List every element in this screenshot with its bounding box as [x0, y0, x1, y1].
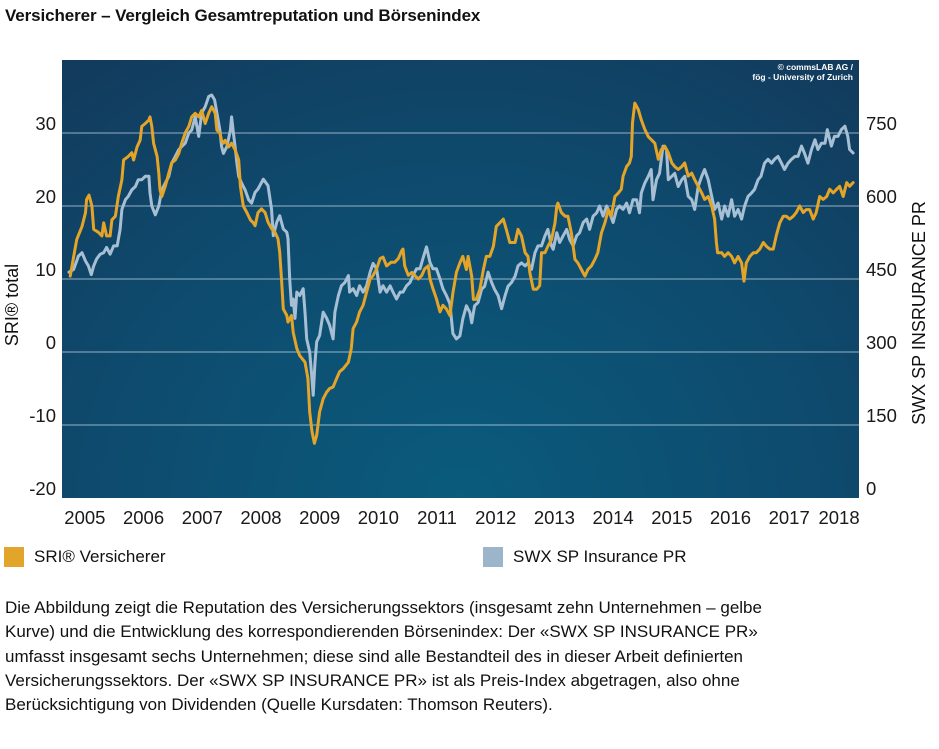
legend-label-sri: SRI® Versicherer: [34, 547, 166, 566]
copyright-line-1: © commsLAB AG /: [778, 62, 854, 72]
right-tick-label: 600: [866, 186, 897, 207]
legend-swatch-swx: [483, 547, 503, 567]
legend-label-swx: SWX SP Insurance PR: [513, 547, 687, 566]
legend-item-swx: SWX SP Insurance PR: [483, 546, 687, 568]
caption-line: Die Abbildung zeigt die Reputation des V…: [5, 598, 762, 617]
figure-caption: Die Abbildung zeigt die Reputation des V…: [5, 596, 762, 717]
x-tick-label: 2017: [769, 507, 810, 528]
x-tick-label: 2011: [417, 507, 457, 528]
x-tick-label: 2016: [710, 507, 751, 528]
x-tick-label: 2005: [64, 507, 105, 528]
x-tick-label: 2009: [299, 507, 340, 528]
right-axis-ticks: 0 150 300 450 600 750: [866, 113, 897, 499]
right-tick-label: 300: [866, 332, 897, 353]
caption-line: Kurve) und die Entwicklung des korrespon…: [5, 622, 758, 642]
left-axis-ticks: -20 -10 0 10 20 30: [29, 113, 56, 499]
x-tick-label: 2014: [593, 507, 634, 528]
left-axis-title: SRI® total: [2, 264, 22, 346]
x-tick-label: 2015: [651, 507, 692, 528]
x-tick-label: 2013: [534, 507, 575, 528]
caption-line: Versicherungssektors. Der «SWX SP INSURA…: [5, 670, 740, 690]
right-tick-label: 0: [866, 478, 876, 499]
caption-line: umfasst insgesamt sechs Unternehmen; die…: [5, 646, 744, 666]
series-line-sri: [68, 101, 855, 445]
left-tick-label: 30: [35, 113, 56, 134]
right-axis-title: SWX SP INSRURANCE PR: [909, 201, 929, 425]
x-tick-label: 2007: [182, 507, 223, 528]
caption-line: Berücksichtigung von Dividenden (Quelle …: [5, 695, 553, 715]
left-tick-label: 0: [46, 332, 56, 353]
series-line-swx: [67, 93, 855, 397]
x-tick-label: 2012: [475, 507, 516, 528]
x-axis-ticks: 2005 2006 2007 2008 2009 2010 2011 2012 2013 2014…: [64, 507, 859, 528]
legend-item-sri: SRI® Versicherer: [4, 546, 166, 568]
legend-swatch-sri: [4, 547, 24, 567]
x-tick-label: 2008: [240, 507, 281, 528]
copyright-line-2: fög - University of Zurich: [752, 72, 853, 82]
right-tick-label: 450: [866, 259, 897, 280]
right-tick-label: 750: [866, 113, 897, 134]
x-tick-label: 2006: [123, 507, 164, 528]
series-layer: [67, 93, 855, 445]
left-tick-label: -20: [29, 478, 56, 499]
x-tick-label: 2018: [818, 507, 859, 528]
left-tick-label: -10: [29, 405, 56, 426]
left-tick-label: 10: [35, 259, 56, 280]
chart-title: Versicherer – Vergleich Gesamtreputation…: [5, 6, 481, 25]
left-tick-label: 20: [35, 186, 56, 207]
legend: SRI® Versicherer SWX SP Insurance PR: [0, 546, 939, 570]
x-tick-label: 2010: [358, 507, 399, 528]
right-tick-label: 150: [866, 405, 897, 426]
